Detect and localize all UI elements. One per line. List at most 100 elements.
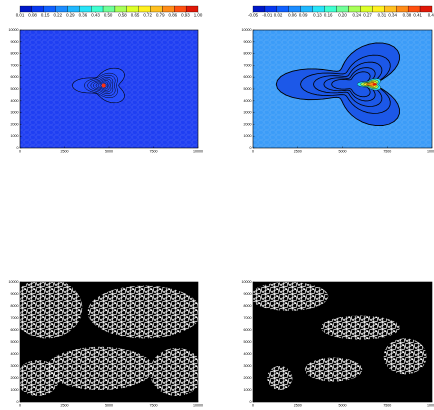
y-tick-label: 5000 (11, 340, 19, 344)
colorbar-cell (348, 6, 360, 12)
colorbar-label: 0.13 (313, 13, 322, 18)
colorbar-label: -0.01 (262, 13, 273, 18)
y-tick-label: 5000 (244, 340, 252, 344)
x-tick-label: 10000 (427, 149, 434, 153)
colorbar-cell (174, 6, 186, 12)
colorbar-cell (67, 6, 79, 12)
x-tick-label: 10000 (193, 403, 203, 407)
y-tick-label: 9000 (11, 40, 19, 44)
colorbar-cell (277, 6, 289, 12)
y-tick-label: 9000 (244, 40, 252, 44)
x-tick-label: 2500 (294, 403, 302, 407)
colorbar-cell (127, 6, 139, 12)
y-tick-label: 2000 (11, 376, 19, 380)
y-tick-label: 7000 (244, 63, 252, 67)
colorbar-cell (420, 6, 432, 12)
y-tick-label: 10000 (9, 280, 19, 284)
y-tick-label: 4000 (244, 99, 252, 103)
x-tick-label: 0 (19, 403, 21, 407)
mesh-region (150, 348, 203, 396)
colorbar-cell (396, 6, 408, 12)
colorbar-label: 0.24 (353, 13, 362, 18)
colorbar-cell (360, 6, 372, 12)
x-tick-label: 0 (19, 149, 21, 153)
x-tick-label: 10000 (193, 149, 203, 153)
colorbar-cell (32, 6, 44, 12)
y-tick-label: 6000 (244, 328, 252, 332)
mesh-region (249, 282, 328, 311)
contour-core (102, 83, 106, 87)
x-tick-label: 5000 (339, 403, 347, 407)
colorbar-label: 0.02 (274, 13, 283, 18)
x-tick-label: 2500 (61, 149, 69, 153)
colorbar-cell (20, 6, 32, 12)
colorbar-cell (313, 6, 325, 12)
colorbar-cell (253, 6, 265, 12)
colorbar-cell (186, 6, 198, 12)
colorbar-cell (139, 6, 151, 12)
colorbar-cell (325, 6, 337, 12)
colorbar-cell (103, 6, 115, 12)
y-tick-label: 9000 (244, 292, 252, 296)
x-tick-label: 7500 (150, 403, 158, 407)
y-tick-label: 3000 (11, 364, 19, 368)
colorbar-label: 0.31 (378, 13, 387, 18)
colorbar-label: 0.29 (66, 13, 75, 18)
colorbar-cell (115, 6, 127, 12)
colorbar-label: 0.50 (104, 13, 113, 18)
colorbar-label: 0.86 (169, 13, 178, 18)
x-tick-label: 5000 (105, 149, 113, 153)
colorbar-label: 0.27 (363, 13, 372, 18)
colorbar-label: 0.58 (118, 13, 127, 18)
x-tick-label: 7500 (383, 403, 391, 407)
colorbar-cell (301, 6, 313, 12)
y-tick-label: 10000 (242, 280, 252, 284)
colorbar-label: 0.08 (28, 13, 37, 18)
x-tick-label: 7500 (383, 149, 391, 153)
y-tick-label: 4000 (11, 99, 19, 103)
mesh-region (88, 286, 202, 339)
colorbar-label: 0.16 (324, 13, 333, 18)
y-tick-label: 1000 (11, 134, 19, 138)
y-tick-label: 0 (17, 146, 19, 150)
colorbar-label: 0.06 (288, 13, 297, 18)
figure: 0.010.080.150.220.290.360.430.500.580.65… (0, 0, 434, 410)
colorbar-label: 0.34 (388, 13, 397, 18)
colorbar-cell (151, 6, 163, 12)
y-tick-label: 0 (17, 400, 19, 404)
y-tick-label: 2000 (244, 122, 252, 126)
colorbar-label: 0.43 (91, 13, 100, 18)
y-tick-label: 8000 (11, 52, 19, 56)
y-tick-label: 1000 (11, 388, 19, 392)
mesh-region (305, 358, 362, 382)
x-tick-label: 7500 (150, 149, 158, 153)
y-tick-label: 8000 (244, 52, 252, 56)
mesh-region (321, 316, 400, 340)
colorbar-cell (44, 6, 56, 12)
colorbar-label: 0.15 (41, 13, 50, 18)
y-tick-label: 3000 (244, 111, 252, 115)
y-tick-label: 0 (250, 146, 252, 150)
y-tick-label: 4000 (11, 352, 19, 356)
x-tick-label: 2500 (294, 149, 302, 153)
colorbar-cell (337, 6, 349, 12)
x-tick-label: 0 (252, 403, 254, 407)
colorbar-cell (372, 6, 384, 12)
y-tick-label: 1000 (244, 134, 252, 138)
mesh-region (16, 360, 59, 396)
y-tick-label: 6000 (244, 75, 252, 79)
mesh-region (11, 278, 82, 338)
x-tick-label: 2500 (61, 403, 69, 407)
y-tick-label: 3000 (244, 364, 252, 368)
y-tick-label: 6000 (11, 75, 19, 79)
colorbar-label: 0.20 (338, 13, 347, 18)
colorbar-label: 0.72 (143, 13, 152, 18)
y-tick-label: 7000 (244, 316, 252, 320)
y-tick-label: 2000 (244, 376, 252, 380)
y-tick-label: 2000 (11, 122, 19, 126)
colorbar-label: 0.93 (181, 13, 190, 18)
y-tick-label: 6000 (11, 328, 19, 332)
colorbar-label: 0.38 (403, 13, 412, 18)
